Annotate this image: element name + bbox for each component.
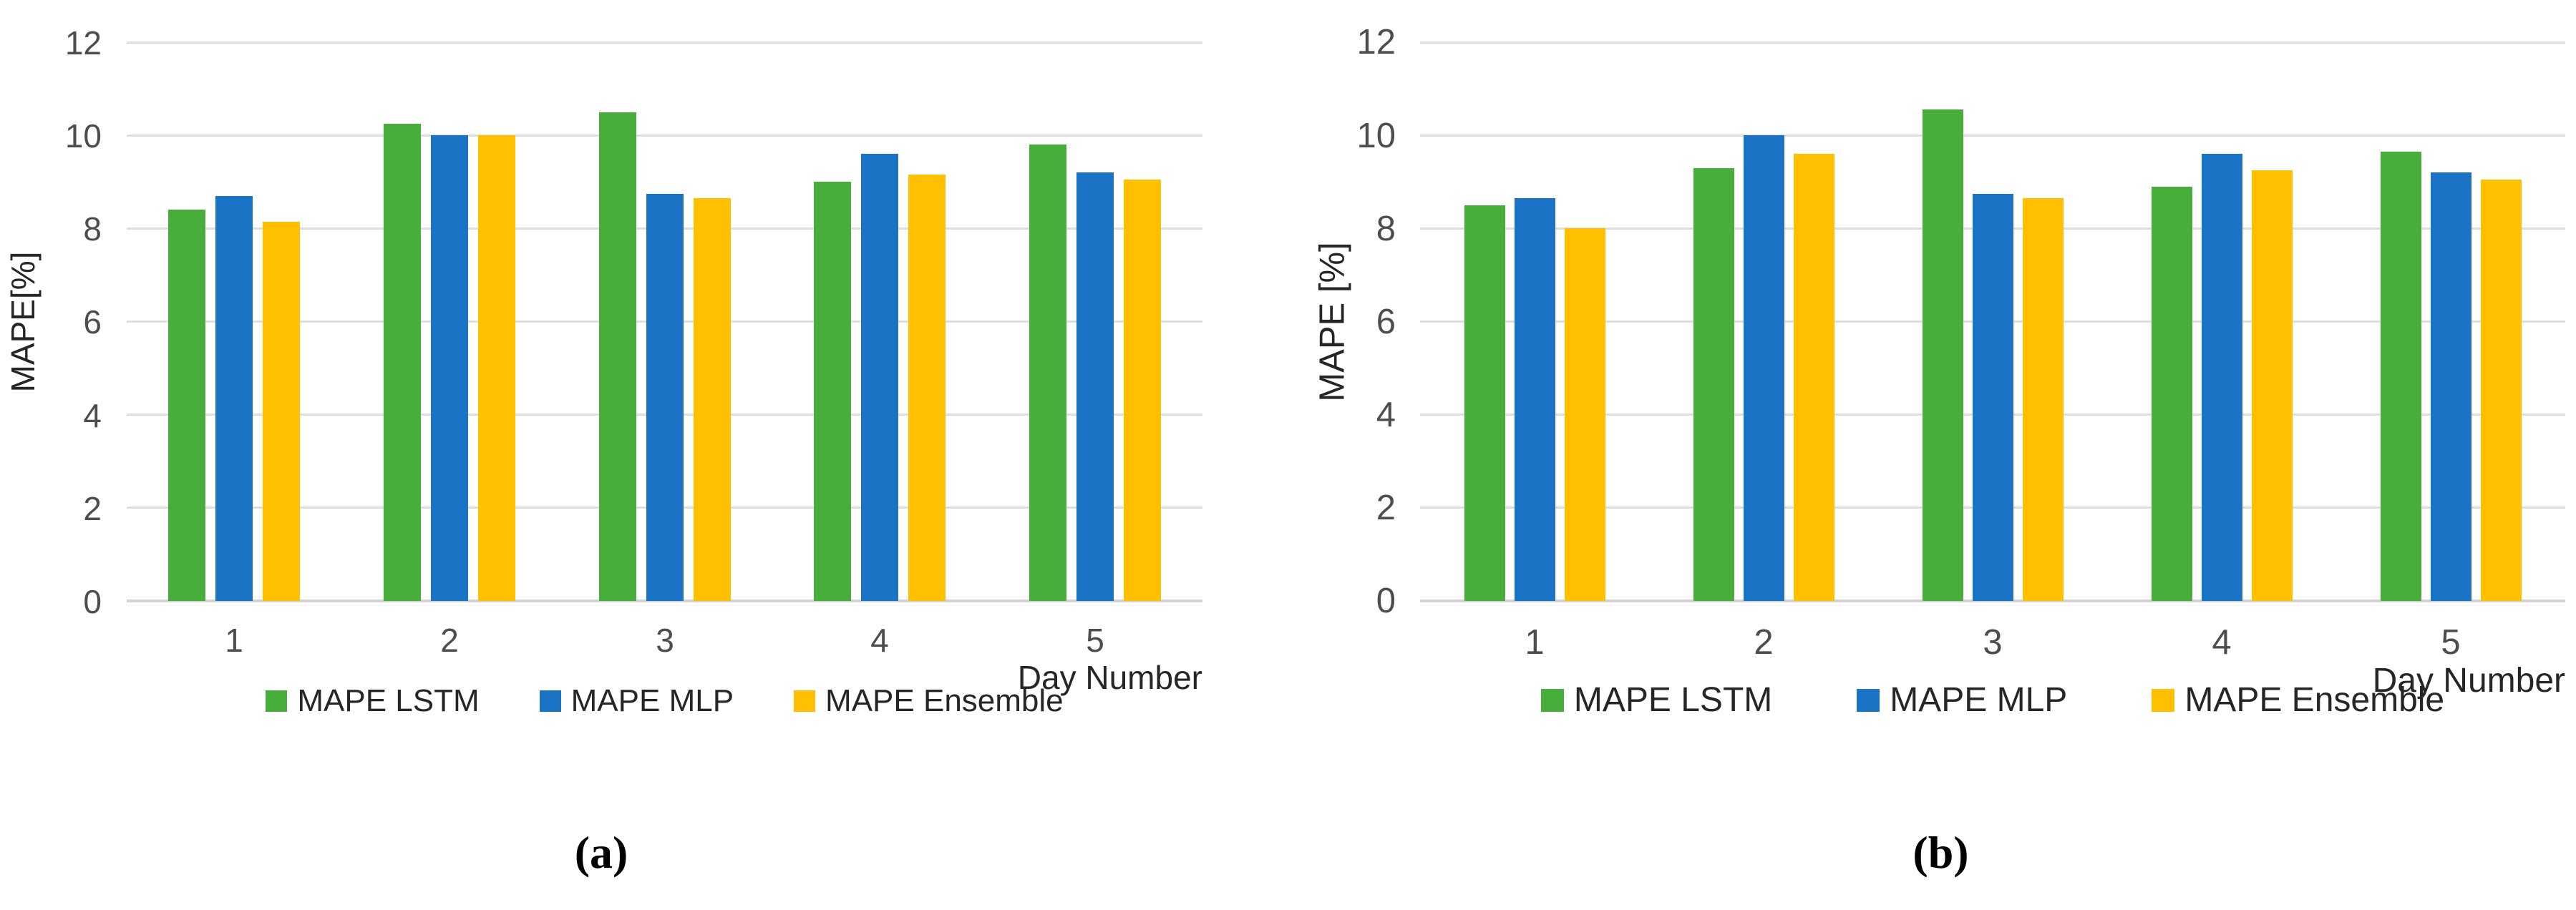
bar-mape-lstm-day-4 xyxy=(814,182,851,601)
bar-mape-lstm-day-4 xyxy=(2152,187,2192,601)
bar-mape-lstm-day-1 xyxy=(1464,205,1505,601)
x-tick-label: 2 xyxy=(440,622,459,659)
bar-mape-ensemble-day-1 xyxy=(1565,228,1605,601)
legend-item: MAPE LSTM xyxy=(266,683,480,718)
x-tick-label: 5 xyxy=(1086,622,1104,659)
legend-b: MAPE LSTM MAPE MLP MAPE Ensemble xyxy=(1420,683,2565,718)
gridline xyxy=(1420,134,2565,137)
legend-item: MAPE LSTM xyxy=(1540,681,1773,719)
bar-mape-ensemble-day-4 xyxy=(2252,170,2293,601)
y-tick-label: 0 xyxy=(83,583,102,620)
y-tick-label: 12 xyxy=(1356,23,1396,62)
subfigure-caption-b: (b) xyxy=(1912,827,1969,878)
bar-mape-lstm-day-5 xyxy=(2381,152,2421,601)
bar-mape-lstm-day-2 xyxy=(384,124,421,601)
y-tick-label: 8 xyxy=(83,210,102,248)
x-tick-label: 5 xyxy=(2441,623,2461,662)
x-axis-line xyxy=(1420,600,2565,602)
y-tick-label: 10 xyxy=(64,117,102,155)
legend-label: MAPE Ensemble xyxy=(825,683,1064,718)
bar-mape-ensemble-day-5 xyxy=(2481,180,2522,601)
bar-mape-ensemble-day-4 xyxy=(908,175,946,601)
bar-mape-ensemble-day-3 xyxy=(2023,198,2064,601)
bar-mape-ensemble-day-3 xyxy=(694,198,731,601)
y-tick-label: 6 xyxy=(83,303,102,341)
legend-swatch-icon xyxy=(794,690,816,712)
bar-mape-mlp-day-2 xyxy=(1744,135,1784,601)
x-axis-title-b: Day Number xyxy=(2372,662,2565,700)
bar-mape-lstm-day-1 xyxy=(168,210,205,601)
bar-mape-ensemble-day-2 xyxy=(478,135,515,601)
y-tick-label: 8 xyxy=(1376,210,1396,248)
x-axis-line xyxy=(127,600,1202,602)
legend-swatch-icon xyxy=(1540,689,1564,712)
legend-swatch-icon xyxy=(1857,689,1880,712)
legend-label: MAPE LSTM xyxy=(297,683,480,718)
legend-item: MAPE MLP xyxy=(1857,683,2067,718)
x-tick-label: 4 xyxy=(2212,623,2232,662)
bar-mape-mlp-day-3 xyxy=(646,194,684,601)
x-tick-label: 1 xyxy=(225,622,243,659)
y-tick-label: 6 xyxy=(1376,303,1396,341)
x-axis-title-a: Day Number xyxy=(1017,659,1202,696)
legend-swatch-icon xyxy=(266,690,288,712)
subfigure-caption-a: (a) xyxy=(574,827,628,878)
legend-item: MAPE Ensemble xyxy=(2152,683,2444,718)
y-tick-label: 4 xyxy=(83,397,102,434)
x-tick-label: 4 xyxy=(870,622,889,659)
legend-swatch-icon xyxy=(539,690,561,712)
bar-mape-mlp-day-4 xyxy=(2202,154,2242,601)
x-tick-label: 2 xyxy=(1754,623,1774,662)
bar-mape-mlp-day-1 xyxy=(1515,198,1555,601)
gridline xyxy=(127,41,1202,44)
legend-swatch-icon xyxy=(2152,689,2175,712)
bar-mape-lstm-day-2 xyxy=(1693,168,1734,601)
bar-mape-mlp-day-3 xyxy=(1973,194,2013,601)
gridline xyxy=(127,134,1202,137)
bar-mape-lstm-day-3 xyxy=(599,112,636,601)
x-tick-label: 3 xyxy=(656,622,674,659)
legend-a: MAPE LSTM MAPE MLP MAPE Ensemble xyxy=(127,685,1202,717)
x-tick-label: 3 xyxy=(1983,623,2003,662)
y-tick-label: 10 xyxy=(1356,117,1396,155)
legend-label: MAPE LSTM xyxy=(1573,681,1773,719)
bar-mape-mlp-day-1 xyxy=(215,196,253,601)
bar-mape-mlp-day-5 xyxy=(1076,172,1114,601)
x-tick-label: 1 xyxy=(1525,623,1545,662)
bar-mape-ensemble-day-1 xyxy=(263,222,300,601)
bar-mape-mlp-day-2 xyxy=(431,135,468,601)
y-tick-label: 2 xyxy=(83,490,102,527)
gridline xyxy=(1420,41,2565,44)
legend-item: MAPE MLP xyxy=(539,683,734,718)
legend-label: MAPE MLP xyxy=(570,683,734,718)
y-tick-label: 4 xyxy=(1376,396,1396,434)
y-tick-label: 12 xyxy=(64,24,102,62)
y-tick-label: 2 xyxy=(1376,489,1396,527)
bar-mape-lstm-day-5 xyxy=(1029,145,1066,601)
bar-mape-ensemble-day-5 xyxy=(1124,180,1161,601)
bar-mape-mlp-day-5 xyxy=(2431,172,2471,601)
legend-item: MAPE Ensemble xyxy=(794,685,1064,717)
y-tick-label: 0 xyxy=(1376,582,1396,620)
bar-mape-ensemble-day-2 xyxy=(1794,154,1834,601)
legend-label: MAPE MLP xyxy=(1890,681,2068,719)
legend-label: MAPE Ensemble xyxy=(2184,681,2445,719)
bar-mape-mlp-day-4 xyxy=(861,154,898,601)
bar-mape-lstm-day-3 xyxy=(1923,109,1963,601)
